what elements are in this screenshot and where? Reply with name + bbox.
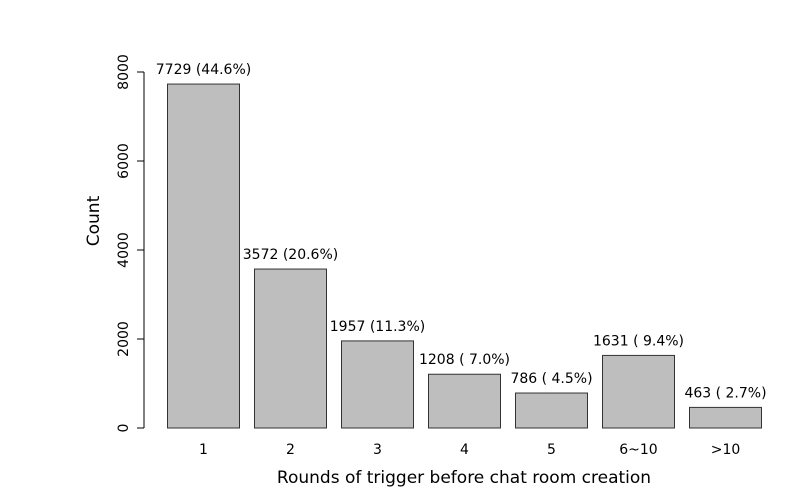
data-label: 786 ( 4.5%) [510,371,592,387]
x-axis: 1 2 3 4 5 6~10 >10 [199,442,740,458]
bar-6~10 [602,354,675,429]
bars-layer [167,83,762,429]
bar->10 [689,406,762,429]
y-tick-label: 6000 [116,143,132,179]
y-tick-label: 8000 [116,54,132,90]
bar-4 [428,373,501,429]
x-tick-label: 4 [460,442,469,458]
bar-2 [254,268,327,429]
x-tick-label: 2 [286,442,295,458]
data-label: 7729 (44.6%) [156,62,251,78]
y-tick-label: 2000 [116,321,132,357]
bar-5 [515,392,588,429]
data-label: 1957 (11.3%) [330,319,425,335]
data-label: 463 ( 2.7%) [684,385,766,401]
data-label: 3572 (20.6%) [243,247,338,263]
x-tick-label: 6~10 [619,442,657,458]
bar-3 [341,340,414,429]
y-tick-label: 0 [116,424,132,433]
data-label: 1631 ( 9.4%) [593,333,684,349]
x-tick-label: >10 [711,442,741,458]
bar-1 [167,83,240,429]
x-axis-title: Rounds of trigger before chat room creat… [277,468,651,488]
y-tick-label: 4000 [116,232,132,268]
data-labels-layer: 7729 (44.6%) 3572 (20.6%) 1957 (11.3%) 1208… [156,62,767,401]
y-axis-title: Count [84,195,104,246]
y-axis: 0 2000 4000 6000 8000 [116,54,145,433]
x-tick-label: 3 [373,442,382,458]
x-tick-label: 1 [199,442,208,458]
x-tick-label: 5 [547,442,556,458]
data-label: 1208 ( 7.0%) [419,352,510,368]
